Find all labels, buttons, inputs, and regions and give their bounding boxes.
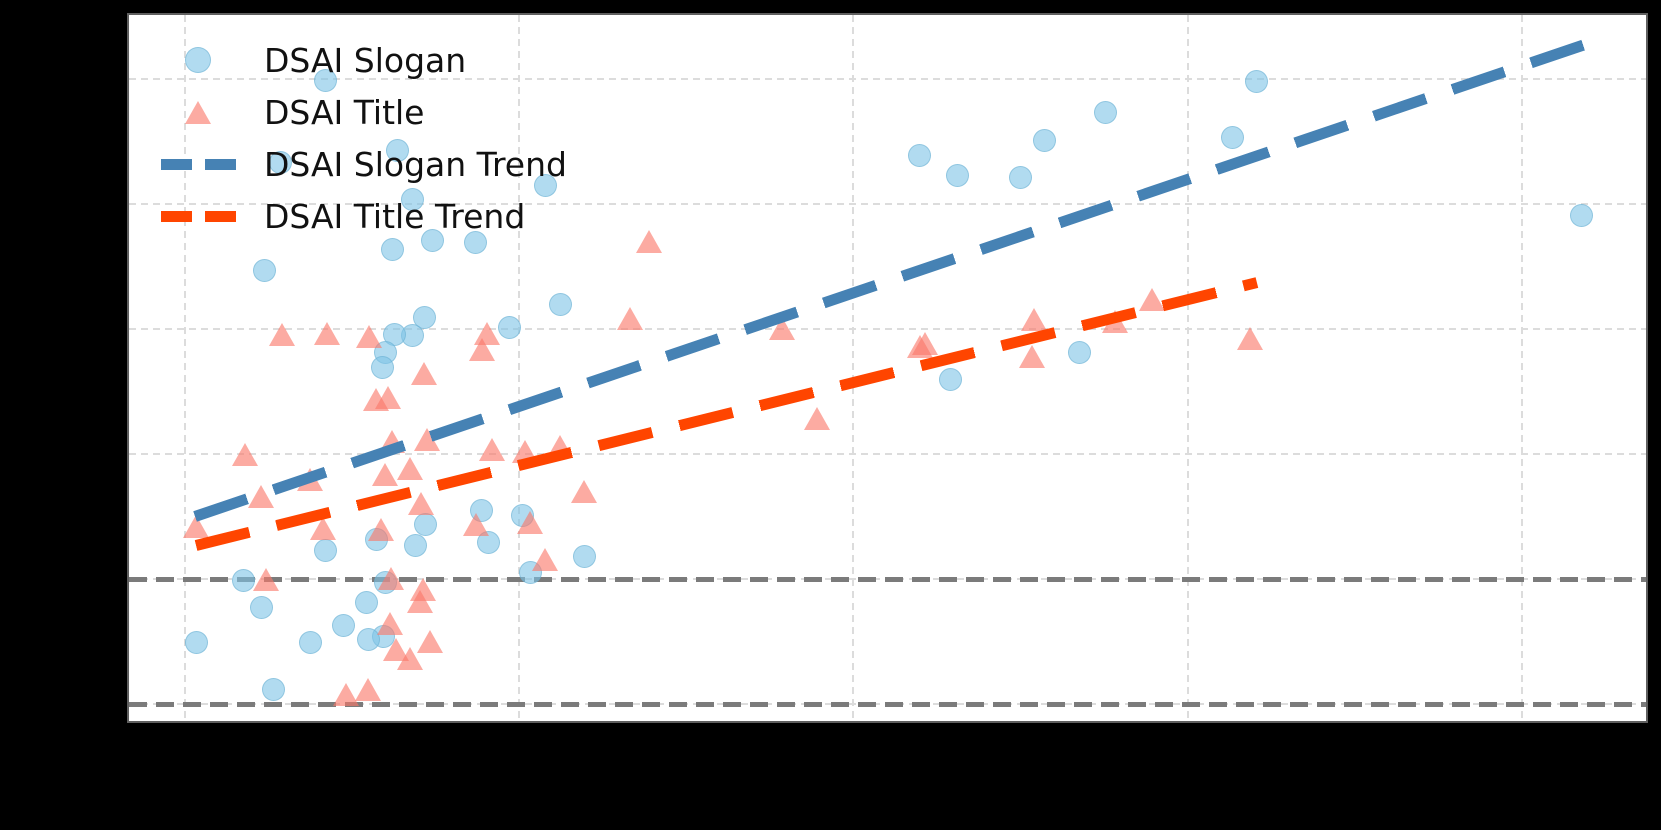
scatter-point-circle	[252, 258, 276, 282]
scatter-point-circle	[354, 590, 378, 614]
scatter-point-circle	[497, 315, 521, 339]
scatter-point-circle	[249, 595, 273, 619]
vertical-gridline	[184, 15, 186, 721]
scatter-point-circle	[1220, 125, 1244, 149]
scatter-point-circle	[313, 68, 337, 92]
scatter-point-circle	[463, 230, 487, 254]
scatter-point-circle	[533, 173, 557, 197]
scatter-point-circle	[370, 355, 394, 379]
scatter-point-triangle	[571, 480, 597, 503]
scatter-point-triangle	[636, 230, 662, 253]
scatter-point-triangle	[617, 307, 643, 330]
legend-item-dsai-slogan: DSAI Slogan	[159, 34, 567, 86]
scatter-point-triangle	[1021, 308, 1047, 331]
scatter-point-triangle	[407, 590, 433, 613]
scatter-point-triangle	[375, 386, 401, 409]
scatter-point-circle	[400, 187, 424, 211]
scatter-point-triangle	[310, 517, 336, 540]
dashed-line-icon	[159, 158, 237, 170]
scatter-point-triangle	[377, 612, 403, 635]
scatter-point-circle	[938, 367, 962, 391]
legend-label: DSAI Slogan	[264, 40, 467, 80]
scatter-point-circle	[945, 163, 969, 187]
legend-label: DSAI Title Trend	[264, 196, 526, 236]
scatter-point-triangle	[368, 518, 394, 541]
scatter-point-triangle	[372, 463, 398, 486]
scatter-point-circle	[268, 150, 292, 174]
scatter-point-triangle	[333, 683, 359, 706]
legend-item-dsai-title-trend: DSAI Title Trend	[159, 190, 567, 242]
scatter-point-circle	[356, 627, 380, 651]
scatter-point-circle	[298, 630, 322, 654]
scatter-point-triangle	[269, 323, 295, 346]
scatter-point-circle	[403, 533, 427, 557]
scatter-point-triangle	[183, 515, 209, 538]
horizontal-gridline	[129, 453, 1646, 455]
legend-label: DSAI Slogan Trend	[264, 144, 567, 184]
scatter-point-triangle	[532, 548, 558, 571]
vertical-gridline	[852, 15, 854, 721]
scatter-point-triangle	[397, 457, 423, 480]
triangle-marker-icon	[159, 100, 237, 124]
scatter-point-circle	[261, 677, 285, 701]
scatter-point-triangle	[378, 567, 404, 590]
legend-item-dsai-slogan-trend: DSAI Slogan Trend	[159, 138, 567, 190]
scatter-point-triangle	[314, 322, 340, 345]
plot-area: DSAI Slogan DSAI Title DSAI Slogan Trend…	[127, 13, 1648, 723]
scatter-point-circle	[1067, 340, 1091, 364]
scatter-point-triangle	[253, 568, 279, 591]
circle-marker-icon	[159, 47, 237, 73]
scatter-point-circle	[313, 538, 337, 562]
scatter-point-circle	[184, 630, 208, 654]
trend-line	[194, 276, 1259, 551]
scatter-point-triangle	[479, 438, 505, 461]
scatter-point-circle	[412, 305, 436, 329]
scatter-point-triangle	[804, 407, 830, 430]
reference-line	[129, 701, 1646, 707]
horizontal-gridline	[129, 78, 1646, 80]
scatter-point-circle	[331, 613, 355, 637]
scatter-point-circle	[420, 228, 444, 252]
scatter-point-circle	[413, 512, 437, 536]
scatter-point-triangle	[1237, 327, 1263, 350]
scatter-point-triangle	[1019, 345, 1045, 368]
scatter-point-circle	[1008, 165, 1032, 189]
legend-label: DSAI Title	[264, 92, 425, 132]
scatter-point-triangle	[517, 511, 543, 534]
legend-item-dsai-title: DSAI Title	[159, 86, 567, 138]
scatter-point-circle	[1093, 100, 1117, 124]
scatter-point-triangle	[463, 513, 489, 536]
scatter-point-triangle	[469, 338, 495, 361]
vertical-gridline	[518, 15, 520, 721]
scatter-point-triangle	[408, 492, 434, 515]
horizontal-gridline	[129, 203, 1646, 205]
dashed-line-icon	[159, 210, 237, 222]
scatter-point-circle	[572, 544, 596, 568]
scatter-point-triangle	[397, 647, 423, 670]
scatter-point-circle	[1032, 128, 1056, 152]
scatter-point-circle	[548, 292, 572, 316]
scatter-point-triangle	[355, 678, 381, 701]
scatter-point-circle	[385, 138, 409, 162]
scatter-point-triangle	[356, 325, 382, 348]
scatter-point-circle	[380, 237, 404, 261]
vertical-gridline	[1521, 15, 1523, 721]
scatter-point-triangle	[232, 443, 258, 466]
scatter-point-triangle	[411, 362, 437, 385]
scatter-point-circle	[907, 143, 931, 167]
legend: DSAI Slogan DSAI Title DSAI Slogan Trend…	[159, 34, 567, 242]
vertical-gridline	[1187, 15, 1189, 721]
scatter-point-circle	[231, 568, 255, 592]
scatter-point-triangle	[417, 630, 443, 653]
scatter-point-triangle	[912, 332, 938, 355]
scatter-point-circle	[1244, 69, 1268, 93]
reference-line	[129, 576, 1646, 582]
horizontal-gridline	[129, 328, 1646, 330]
scatter-point-circle	[1569, 203, 1593, 227]
